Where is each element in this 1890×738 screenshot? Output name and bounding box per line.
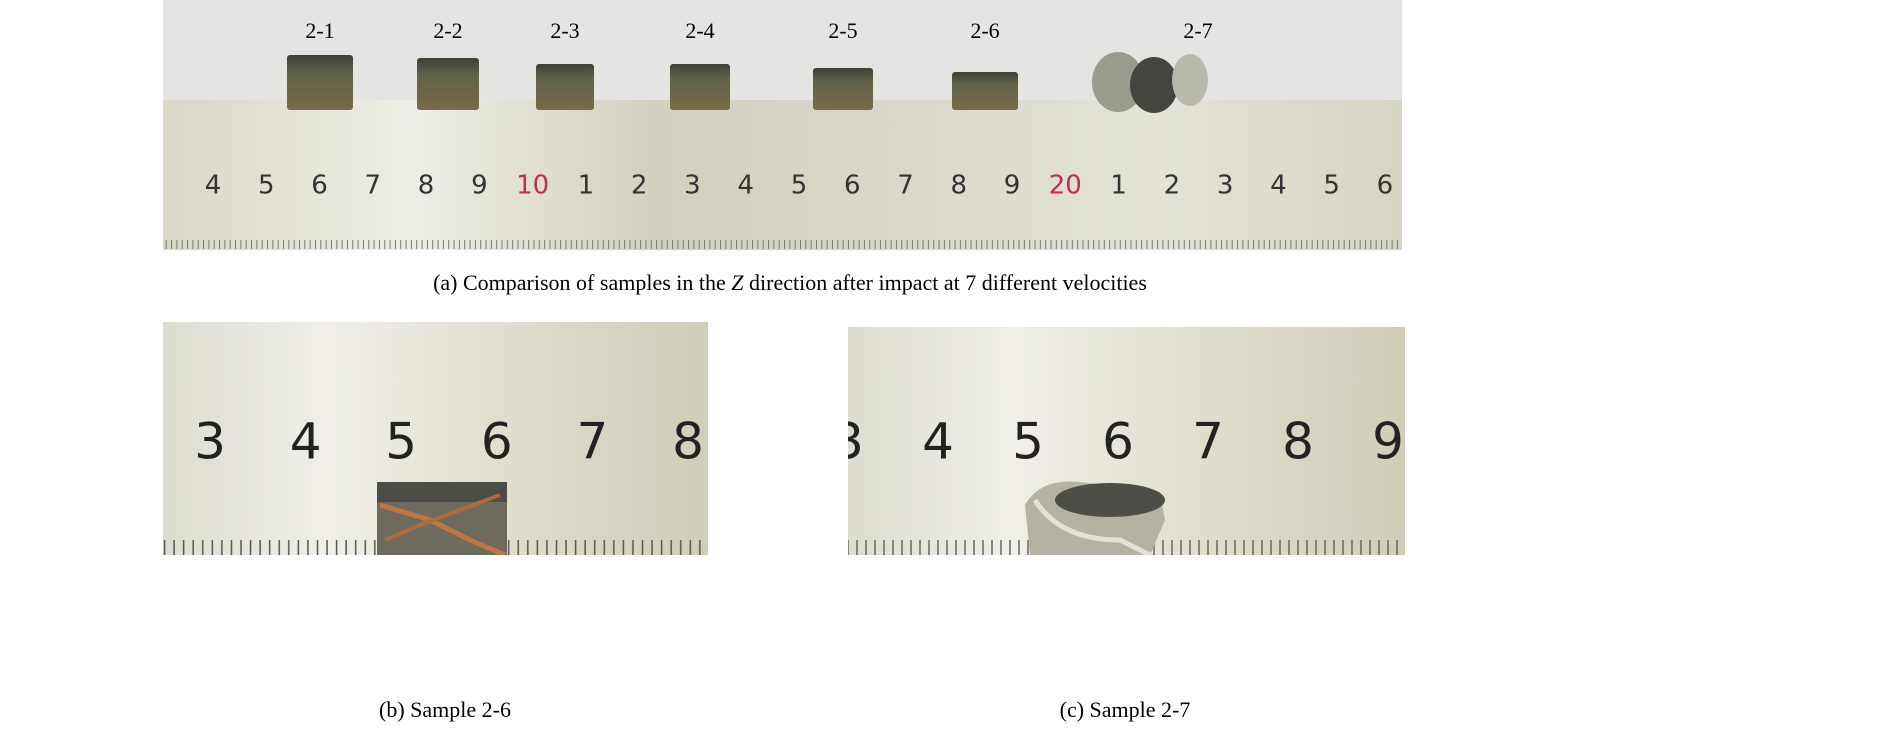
ruler-number: 1 <box>578 171 595 201</box>
ruler-number: 9 <box>1372 413 1404 471</box>
sample <box>287 55 353 110</box>
sample-label: 2-3 <box>550 18 579 43</box>
sample <box>952 72 1018 110</box>
ruler-number: 2 <box>1164 171 1181 201</box>
ruler-number: 9 <box>1004 171 1021 201</box>
sample-label: 2-4 <box>685 18 714 43</box>
ruler-number: 8 <box>1282 413 1314 471</box>
ruler-number: 6 <box>311 171 328 201</box>
ruler-number: 7 <box>1192 413 1224 471</box>
fragment <box>1092 52 1144 112</box>
caption-a: (a) Comparison of samples in the Z direc… <box>433 270 1147 295</box>
ruler-number: 4 <box>1270 171 1287 201</box>
sample-label: 2-7 <box>1183 18 1212 43</box>
ruler-number: 6 <box>481 413 513 471</box>
ruler-number: 4 <box>205 171 222 201</box>
ruler-number: 5 <box>1012 413 1044 471</box>
photo-a: 4 5 6 7 8 9 10 1 2 3 4 5 6 7 8 9 20 1 2 3 4 5 6 <box>163 0 1402 250</box>
fragment <box>1130 57 1178 113</box>
ruler-number: 5 <box>1323 171 1340 201</box>
ruler-number: 7 <box>897 171 914 201</box>
ruler-number: 3 <box>1217 171 1234 201</box>
ruler-number: 4 <box>922 413 954 471</box>
ruler-number: 5 <box>258 171 275 201</box>
caption-text: direction after impact at 7 different ve… <box>744 270 1147 295</box>
fragment <box>1172 54 1208 106</box>
ruler-number: 4 <box>290 413 322 471</box>
sample <box>813 68 873 110</box>
ruler-number: 1 <box>1110 171 1127 201</box>
ruler-number: 8 <box>951 171 968 201</box>
sample-label: 2-2 <box>433 18 462 43</box>
ruler-number: 3 <box>194 413 226 471</box>
ruler-number: 5 <box>385 413 417 471</box>
ruler-number: 8 <box>672 413 704 471</box>
caption-text: Z <box>731 270 744 295</box>
ruler-number: 5 <box>791 171 808 201</box>
sample-label: 2-5 <box>828 18 857 43</box>
sample-label: 2-1 <box>305 18 334 43</box>
ruler-number: 2 <box>631 171 648 201</box>
ruler-number: 7 <box>576 413 608 471</box>
caption-c: (c) Sample 2-7 <box>1060 697 1191 722</box>
ruler-number: 6 <box>1377 171 1394 201</box>
sample-label: 2-6 <box>970 18 999 43</box>
sample <box>670 64 730 110</box>
sample <box>417 58 479 110</box>
ruler-number: 9 <box>471 171 488 201</box>
ruler-number: 8 <box>418 171 435 201</box>
ruler-number: 3 <box>832 413 864 471</box>
ruler-number: 3 <box>684 171 701 201</box>
ruler-number: 4 <box>737 171 754 201</box>
caption-b: (b) Sample 2-6 <box>379 697 511 722</box>
sample <box>536 64 594 110</box>
caption-text: (a) Comparison of samples in the <box>433 270 731 295</box>
ruler-number: 6 <box>1102 413 1134 471</box>
ruler-number: 20 <box>1049 171 1082 201</box>
photo-b: 3 4 5 6 7 8 <box>163 322 708 555</box>
ruler-number: 10 <box>516 171 549 201</box>
ruler-number: 7 <box>365 171 382 201</box>
ruler-number: 6 <box>844 171 861 201</box>
